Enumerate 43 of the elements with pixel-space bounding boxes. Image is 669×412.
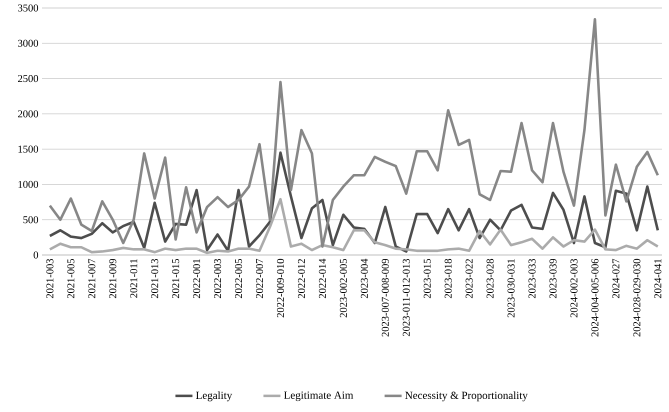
x-tick-label: 2023-004 [360,258,368,298]
x-tick-label: 2022-014 [318,258,326,298]
x-tick-label: 2024-002-003 [570,258,578,318]
y-tick-label: 500 [23,216,38,224]
x-tick-label: 2021-007 [88,258,96,298]
line-series [48,18,660,248]
x-tick-label: 2022-003 [214,258,222,298]
x-tick-label: 2023-018 [444,258,452,298]
legend-label: Legality [196,391,232,402]
y-tick-label: 3000 [18,40,38,47]
x-tick-label: 2022-001 [193,259,200,298]
x-tick-label: 2023-002-005 [340,258,347,318]
x-tick-label: 2022-009-010 [276,258,284,318]
x-tick-label: 2021-011 [130,259,138,298]
x-tick-label: 2021-005 [67,258,74,298]
x-tick-label: 2022-005 [235,258,242,298]
x-tick-label: 2023-030-031 [508,259,515,318]
x-tick-label: 2023-007-008-009 [382,258,389,337]
legend-label: Legitimate Aim [284,392,354,402]
x-tick-label: 2023-033 [528,258,536,298]
x-tick-label: 2023-028 [486,258,494,298]
x-tick-label: 2023-039 [549,258,557,298]
x-tick-label: 2024-028-029-030 [633,258,640,337]
x-tick-label: 2023-022 [466,259,473,298]
x-tick-label: 2022-007 [256,258,264,298]
y-tick-label: 1000 [18,180,38,188]
x-tick-label: 2023-015 [424,258,431,298]
x-tick-label: 2023-011-012-013 [402,258,410,336]
x-tick-label: 2021-009 [109,258,116,298]
y-tick-label: 2000 [18,110,38,118]
line-series [48,151,660,253]
x-tick-label: 2024-004-005-006 [591,258,598,337]
y-tick-label: 0 [34,251,38,259]
y-tick-label: 3500 [18,4,38,12]
x-tick-label: 2024-027 [612,258,620,298]
x-tick-label: 2021-015 [172,258,180,298]
x-tick-label: 2021-003 [46,258,54,298]
x-tick-label: 2022-012 [298,259,305,298]
x-tick-label: 2021-013 [151,258,158,298]
x-tick-label: 2024-041 [654,259,662,298]
legend-label: Necessity & Proportionality [405,391,528,402]
y-tick-label: 2500 [18,75,38,82]
y-tick-label: 1500 [18,146,38,153]
